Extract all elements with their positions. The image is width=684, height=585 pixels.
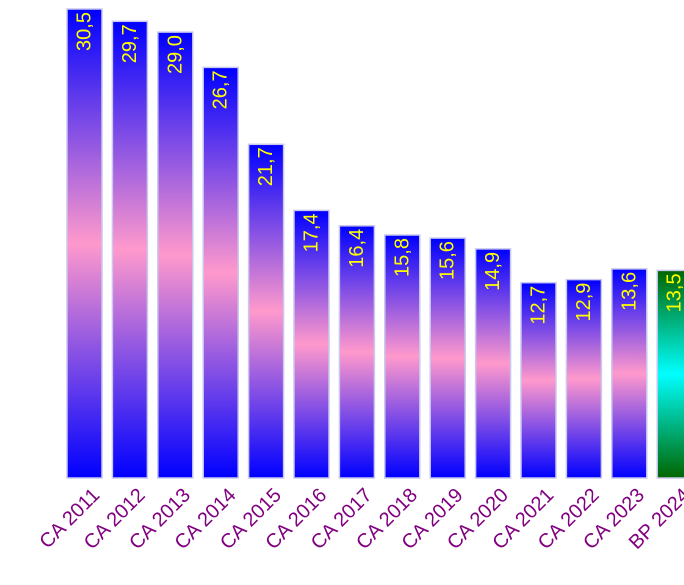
bar-ca-2013 (157, 31, 194, 479)
bar-value-label: 13,6 (618, 272, 640, 311)
bar-bp-2024 (656, 269, 684, 479)
bar-value-label: 17,4 (301, 213, 323, 252)
bar-value-label: 16,4 (346, 229, 368, 268)
bar-value-label: 13,5 (664, 273, 684, 312)
bar-ca-2016 (293, 209, 330, 479)
bar-value-label: 29,7 (119, 24, 141, 63)
bar-value-label: 12,9 (573, 283, 595, 322)
bar-ca-2020 (474, 248, 512, 479)
bar-ca-2021 (520, 281, 557, 479)
bar-value-label: 30,5 (74, 12, 96, 51)
bars-group (66, 8, 684, 479)
bar-ca-2012 (111, 20, 149, 479)
bar-ca-2018 (384, 234, 421, 479)
bar-ca-2014 (202, 66, 239, 479)
bar-value-label: 15,8 (391, 238, 413, 277)
bar-ca-2015 (247, 143, 285, 479)
bar-value-label: 12,7 (528, 286, 550, 325)
bar-value-label: 26,7 (210, 70, 232, 109)
bar-ca-2023 (611, 268, 648, 479)
bar-value-label: 14,9 (482, 252, 504, 291)
bar-value-label: 15,6 (437, 241, 459, 280)
bar-ca-2022 (565, 278, 603, 479)
bar-value-label: 21,7 (255, 147, 277, 186)
bar-value-label: 29,0 (164, 35, 186, 74)
value-labels-group: 30,5 29,7 29,0 26,7 21,7 17,4 16,4 15,8 15,6 14,9… (74, 12, 684, 325)
bar-ca-2017 (338, 225, 376, 479)
bar-ca-2011 (66, 8, 103, 479)
bar-ca-2019 (429, 237, 466, 479)
